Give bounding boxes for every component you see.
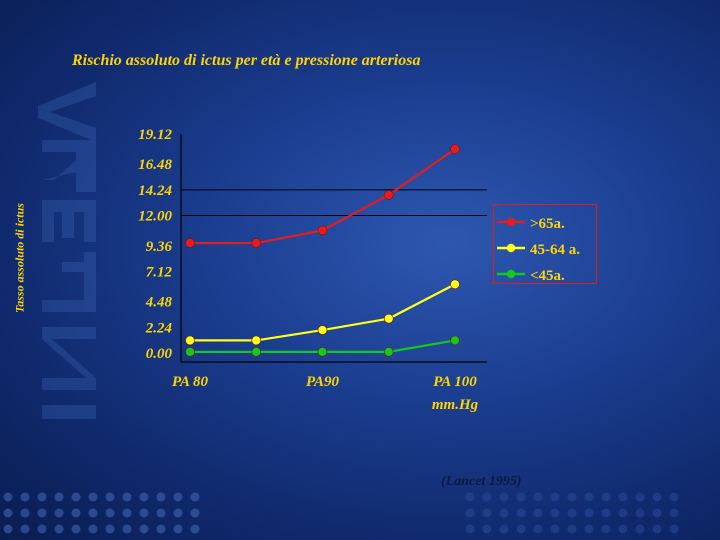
data-point — [251, 335, 262, 346]
legend-marker — [506, 269, 516, 279]
data-point — [450, 335, 460, 346]
data-point — [450, 144, 460, 154]
legend-label: 45-64 a. — [530, 242, 580, 258]
legend-label: >65a. — [530, 216, 565, 232]
y-tick-label: 19.12 — [138, 127, 172, 143]
y-axis-label: Tasso assoluto di ictus — [12, 203, 27, 313]
data-point — [185, 347, 195, 357]
data-point — [317, 225, 328, 236]
y-tick-label: 9.36 — [146, 239, 173, 255]
data-point — [317, 325, 328, 335]
data-point — [383, 347, 394, 357]
data-point — [185, 238, 195, 248]
x-tick-label: PA 80 — [172, 374, 208, 390]
slide-title: Rischio assoluto di ictus per età e pres… — [72, 52, 421, 69]
data-point — [185, 335, 195, 346]
legend-marker — [506, 217, 516, 227]
y-tick-label: 4.48 — [145, 295, 173, 311]
x-tick-label: PA 100 — [433, 374, 477, 390]
x-unit-label: mm.Hg — [432, 397, 479, 413]
data-point — [251, 238, 262, 248]
y-tick-label: 14.24 — [138, 183, 172, 199]
legend-label: <45a. — [530, 268, 565, 284]
y-tick-label: 16.48 — [138, 157, 172, 173]
y-tick-label: 7.12 — [146, 264, 173, 280]
data-point — [383, 313, 394, 324]
y-tick-label: 2.24 — [145, 320, 173, 336]
data-point — [317, 347, 328, 357]
x-tick-label: PA90 — [306, 374, 340, 390]
legend-box — [493, 204, 597, 284]
y-tick-label: 12.00 — [138, 209, 172, 225]
data-point — [450, 279, 460, 290]
data-point — [251, 347, 262, 357]
source-citation: (Lancet 1995) — [441, 474, 522, 489]
data-point — [383, 190, 394, 200]
y-tick-label: 0.00 — [146, 346, 173, 362]
legend-marker — [506, 243, 516, 253]
